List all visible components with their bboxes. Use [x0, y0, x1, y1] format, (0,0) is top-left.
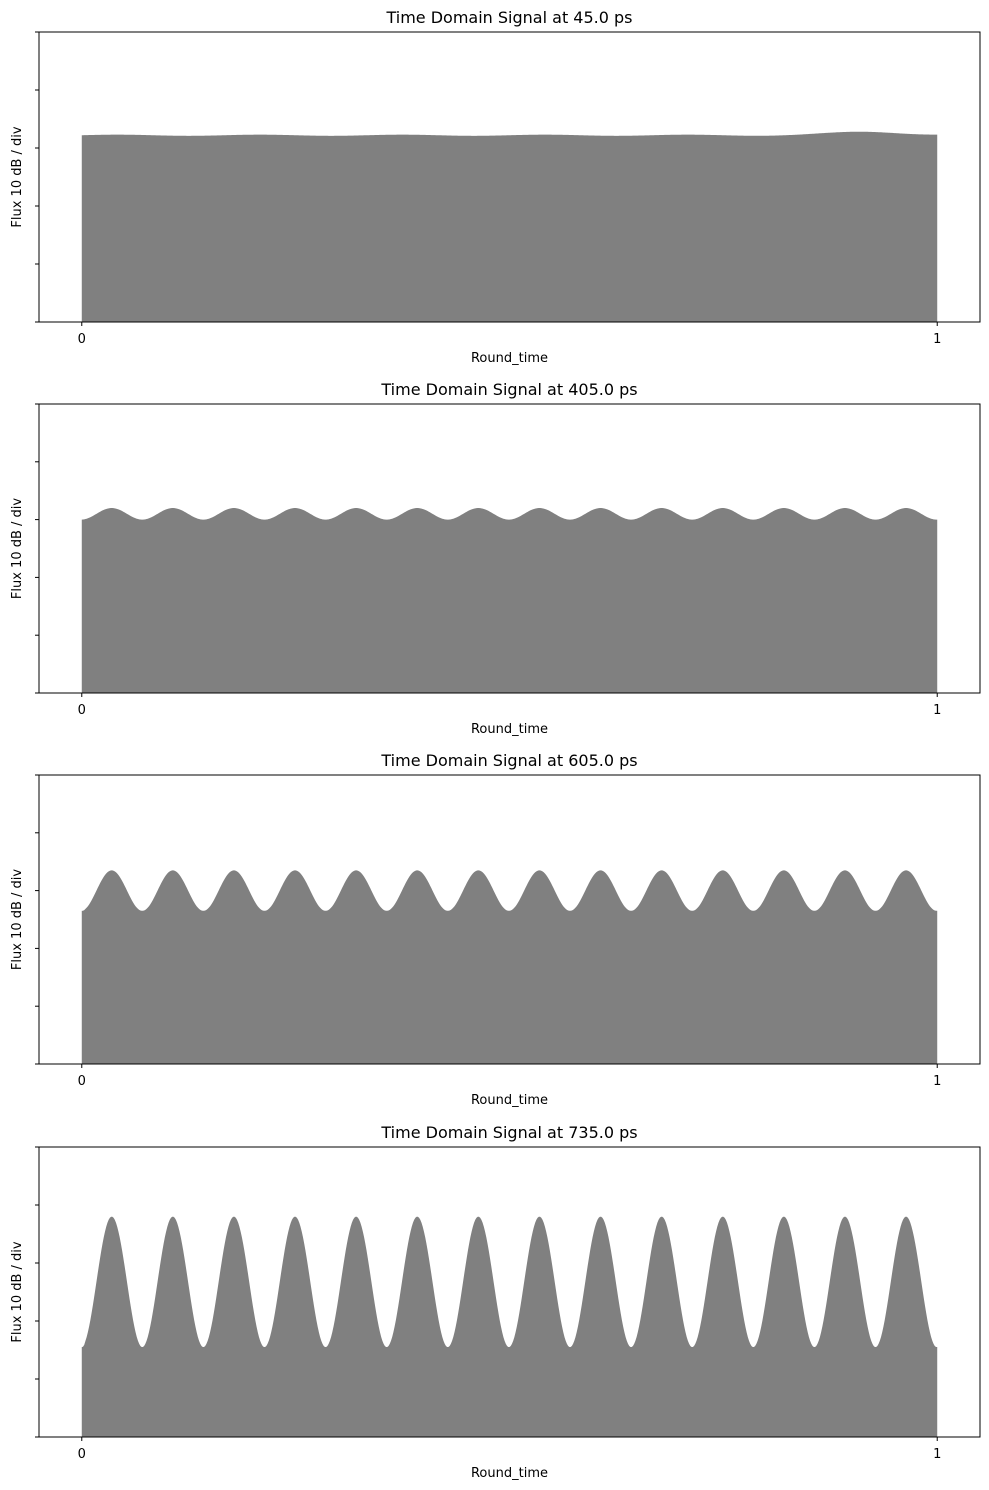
y-axis-label: Flux 10 dB / div — [10, 869, 25, 971]
x-axis-label: Round_time — [471, 1466, 548, 1481]
chart-title: Time Domain Signal at 735.0 ps — [380, 1123, 637, 1142]
subplot-3: 0 1 Time Domain Signal at 605.0 ps Round_ti… — [10, 751, 981, 1108]
subplot-4: 0 1 Time Domain Signal at 735.0 ps Round_ti… — [10, 1123, 981, 1481]
x-tick-label: 1 — [933, 703, 941, 718]
axes-frame-3 — [38, 774, 981, 1065]
axes-frame-2 — [38, 403, 981, 694]
x-tick-label: 0 — [78, 1447, 86, 1462]
chart-title: Time Domain Signal at 45.0 ps — [385, 8, 632, 27]
x-axis-label: Round_time — [471, 722, 548, 737]
axes-frame-4 — [38, 1146, 981, 1438]
x-tick-label: 1 — [933, 1074, 941, 1089]
chart-title: Time Domain Signal at 405.0 ps — [380, 380, 637, 399]
x-tick-label: 1 — [933, 332, 941, 347]
x-tick-label: 1 — [933, 1447, 941, 1462]
x-tick-label: 0 — [78, 703, 86, 718]
x-tick-label: 0 — [78, 332, 86, 347]
y-axis-label: Flux 10 dB / div — [10, 1241, 25, 1343]
axes-frame-1 — [38, 31, 981, 323]
subplot-1: 0 1 Time Domain Signal at 45.0 ps Round_tim… — [10, 8, 981, 366]
x-axis-label: Round_time — [471, 1093, 548, 1108]
signal-area-3 — [81, 870, 938, 1064]
y-axis-label: Flux 10 dB / div — [10, 126, 25, 228]
signal-area-4 — [81, 1216, 938, 1437]
x-tick-label: 0 — [78, 1074, 86, 1089]
signal-area-1 — [81, 131, 938, 322]
y-axis-label: Flux 10 dB / div — [10, 498, 25, 600]
subplot-2: 0 1 Time Domain Signal at 405.0 ps Round_ti… — [10, 380, 981, 737]
signal-area-2 — [81, 508, 938, 693]
chart-title: Time Domain Signal at 605.0 ps — [380, 751, 637, 770]
x-axis-label: Round_time — [471, 351, 548, 366]
